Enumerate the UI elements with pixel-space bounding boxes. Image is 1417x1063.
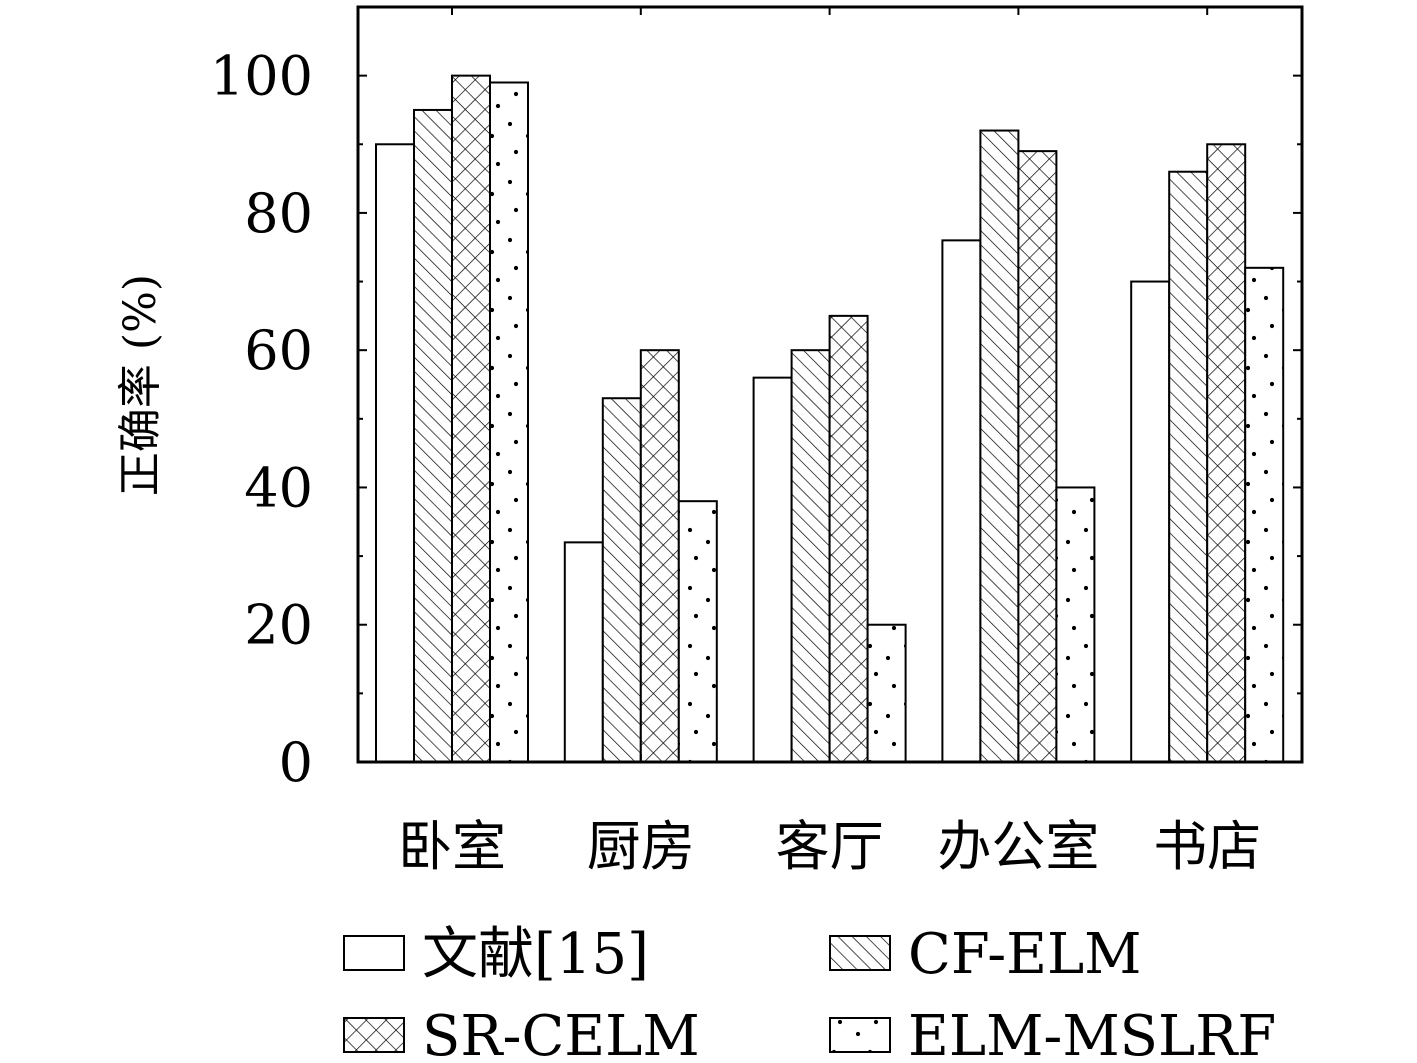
legend-label: SR-CELM — [422, 1004, 700, 1063]
bar-blank — [941, 239, 982, 763]
axes — [356, 5, 1304, 764]
y-tick-label: 100 — [210, 45, 313, 108]
y-tick-label: 20 — [244, 594, 313, 657]
bars — [375, 74, 1285, 764]
bar-hatch — [790, 349, 831, 763]
bar-crosshatch — [639, 349, 680, 763]
bar-crosshatch — [1017, 150, 1058, 764]
bar-hatch — [979, 129, 1020, 763]
bar-hatch — [413, 108, 453, 764]
bar-dots — [489, 81, 529, 763]
y-tick-label: 60 — [244, 319, 313, 382]
x-tick-label: 办公室 — [937, 815, 1099, 878]
x-tick-label: 厨房 — [587, 815, 695, 878]
bar-blank — [1130, 280, 1171, 763]
bar-crosshatch — [1206, 143, 1247, 764]
bar-dots — [677, 500, 718, 763]
legend: 文献[15] CF-ELM SR-CELM ELM-MSLRF — [343, 922, 1276, 1063]
bar-blank — [752, 376, 793, 763]
y-tick-label: 0 — [279, 731, 313, 794]
x-tick-label: 卧室 — [398, 815, 506, 878]
legend-swatch-crosshatch — [343, 1017, 405, 1053]
legend-label: 文献[15] — [422, 922, 649, 987]
legend-swatch-dots — [829, 1017, 891, 1053]
legend-swatch-hatch — [829, 935, 891, 971]
y-tick-label: 40 — [244, 456, 313, 519]
bar-crosshatch — [451, 74, 491, 764]
bar-hatch — [1168, 170, 1209, 763]
bar-crosshatch — [828, 314, 869, 763]
tick-labels: 0 20 40 60 80 100 卧室 厨房 客厅 办公室 书店 — [210, 45, 1261, 878]
bar-blank — [563, 541, 604, 764]
legend-swatch-blank — [343, 935, 405, 971]
x-tick-label: 客厅 — [776, 815, 884, 878]
y-tick-label: 80 — [244, 182, 313, 245]
bar-dots — [1055, 486, 1096, 763]
legend-label: CF-ELM — [908, 922, 1142, 987]
bar-dots — [1244, 266, 1285, 763]
legend-label: ELM-MSLRF — [908, 1004, 1276, 1063]
bar-hatch — [601, 397, 642, 763]
x-tick-label: 书店 — [1153, 815, 1261, 878]
bar-blank — [375, 143, 415, 764]
y-axis-label: 正确率 (%) — [115, 274, 166, 496]
bar-dots — [866, 623, 907, 764]
